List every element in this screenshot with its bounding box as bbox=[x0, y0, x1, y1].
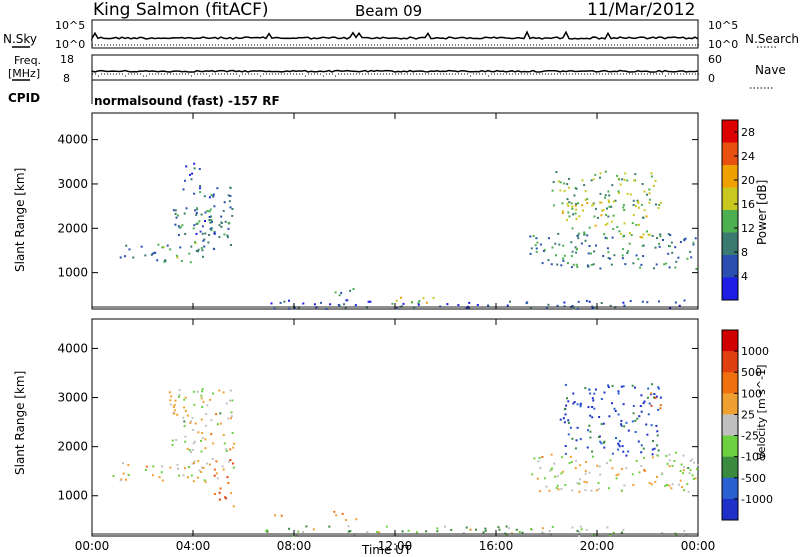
power-colorbar-segment bbox=[722, 232, 738, 256]
power-colorbar-tick-label: 20 bbox=[741, 174, 755, 187]
velocity-colorbar-tick-label: -25 bbox=[741, 430, 759, 443]
velocity-colorbar-segment bbox=[722, 351, 738, 373]
power-colorbar-segment bbox=[722, 210, 738, 233]
power-colorbar-tick-label: 12 bbox=[741, 222, 755, 235]
noise-top-tick: 10^5 bbox=[55, 19, 86, 32]
nave-label: Nave bbox=[755, 63, 786, 77]
noise-right-bottom-tick: 10^0 bbox=[708, 38, 739, 51]
nave-dots bbox=[92, 73, 699, 77]
noise-sky-line bbox=[91, 30, 699, 42]
power-colorbar-tick-label: 8 bbox=[741, 246, 748, 259]
power-ytick-label: 3000 bbox=[57, 177, 88, 191]
power-colorbar-segment bbox=[722, 187, 738, 211]
power-echo-cells bbox=[119, 162, 698, 310]
velocity-colorbar-segment bbox=[722, 414, 738, 436]
power-colorbar-tick-label: 28 bbox=[741, 126, 755, 139]
date-label: 11/Mar/2012 bbox=[587, 0, 696, 20]
power-colorbar-tick-label: 16 bbox=[741, 198, 755, 211]
power-colorbar-tick-label: 24 bbox=[741, 150, 755, 163]
nsearch-label: N.Search bbox=[745, 32, 800, 46]
nave-bottom-tick: 0 bbox=[708, 72, 715, 85]
velocity-colorbar-segment bbox=[722, 477, 738, 500]
velocity-colorbar-frame bbox=[721, 329, 739, 521]
velocity-colorbar-tick-label: 1000 bbox=[741, 345, 769, 358]
noise-bottom-tick: 10^0 bbox=[55, 38, 86, 51]
velocity-colorbar-tick-label: 25 bbox=[741, 408, 755, 421]
velocity-ytick-label: 3000 bbox=[57, 391, 88, 405]
freq-line bbox=[91, 69, 699, 73]
velocity-colorbar-segment bbox=[722, 393, 738, 415]
freq-strip-frame bbox=[91, 54, 699, 81]
power-colorbar-segment bbox=[722, 142, 738, 166]
velocity-colorbar-tick-label: -1000 bbox=[741, 493, 773, 506]
power-colorbar-segment bbox=[722, 165, 738, 188]
xtick-label: 20:00 bbox=[580, 539, 615, 553]
velocity-ytick-label: 1000 bbox=[57, 489, 88, 503]
freq-bottom-tick: 8 bbox=[63, 72, 70, 85]
power-ytick-label: 4000 bbox=[57, 133, 88, 147]
velocity-colorbar-segment bbox=[722, 372, 738, 394]
noise-right-top-tick: 10^5 bbox=[708, 19, 739, 32]
power-colorbar-segment bbox=[722, 120, 738, 143]
nave-top-tick: 60 bbox=[708, 53, 722, 66]
power-colorbar-frame bbox=[721, 119, 739, 301]
power-colorbar-segment bbox=[722, 255, 738, 278]
power-ytick-label: 1000 bbox=[57, 266, 88, 280]
velocity-ytick-label: 4000 bbox=[57, 341, 88, 355]
velocity-colorbar-tick-label: -500 bbox=[741, 472, 766, 485]
power-colorbar-segment bbox=[722, 277, 738, 301]
cpid-label: CPID bbox=[8, 91, 41, 105]
freq-unit-label: [MHz] bbox=[8, 67, 41, 80]
mode-text: normalsound (fast) -157 RF bbox=[94, 94, 280, 108]
velocity-colorbar-segment bbox=[722, 435, 738, 458]
xtick-label: 12:00 bbox=[378, 539, 413, 553]
velocity-colorbar-tick-label: -100 bbox=[741, 451, 766, 464]
velocity-ytick-label: 2000 bbox=[57, 440, 88, 454]
freq-top-tick: 18 bbox=[60, 53, 74, 66]
power-ytick-label: 2000 bbox=[57, 221, 88, 235]
velocity-colorbar-segment bbox=[722, 330, 738, 352]
velocity-panel-frame bbox=[91, 318, 699, 537]
velocity-colorbar-segment bbox=[722, 498, 738, 521]
nsky-label: N.Sky bbox=[3, 32, 38, 46]
station-title: King Salmon (fitACF) bbox=[93, 0, 269, 20]
velocity-colorbar-segment bbox=[722, 456, 738, 479]
power-colorbar-tick-label: 4 bbox=[741, 270, 748, 283]
beam-label: Beam 09 bbox=[355, 2, 423, 20]
xtick-label: 08:00 bbox=[277, 539, 312, 553]
velocity-colorbar-tick-label: 500 bbox=[741, 366, 762, 379]
xlabel: Time UT bbox=[362, 543, 412, 557]
xtick-label: 16:00 bbox=[479, 539, 514, 553]
xtick-label: 00:00 bbox=[75, 539, 110, 553]
power-panel-frame bbox=[91, 112, 699, 310]
xtick-label: 04:00 bbox=[176, 539, 211, 553]
xtick-label: 00:00 bbox=[681, 539, 716, 553]
noise-strip-frame bbox=[91, 19, 699, 49]
velocity-colorbar-tick-label: 100 bbox=[741, 387, 762, 400]
freq-label: Freq. bbox=[14, 54, 42, 67]
